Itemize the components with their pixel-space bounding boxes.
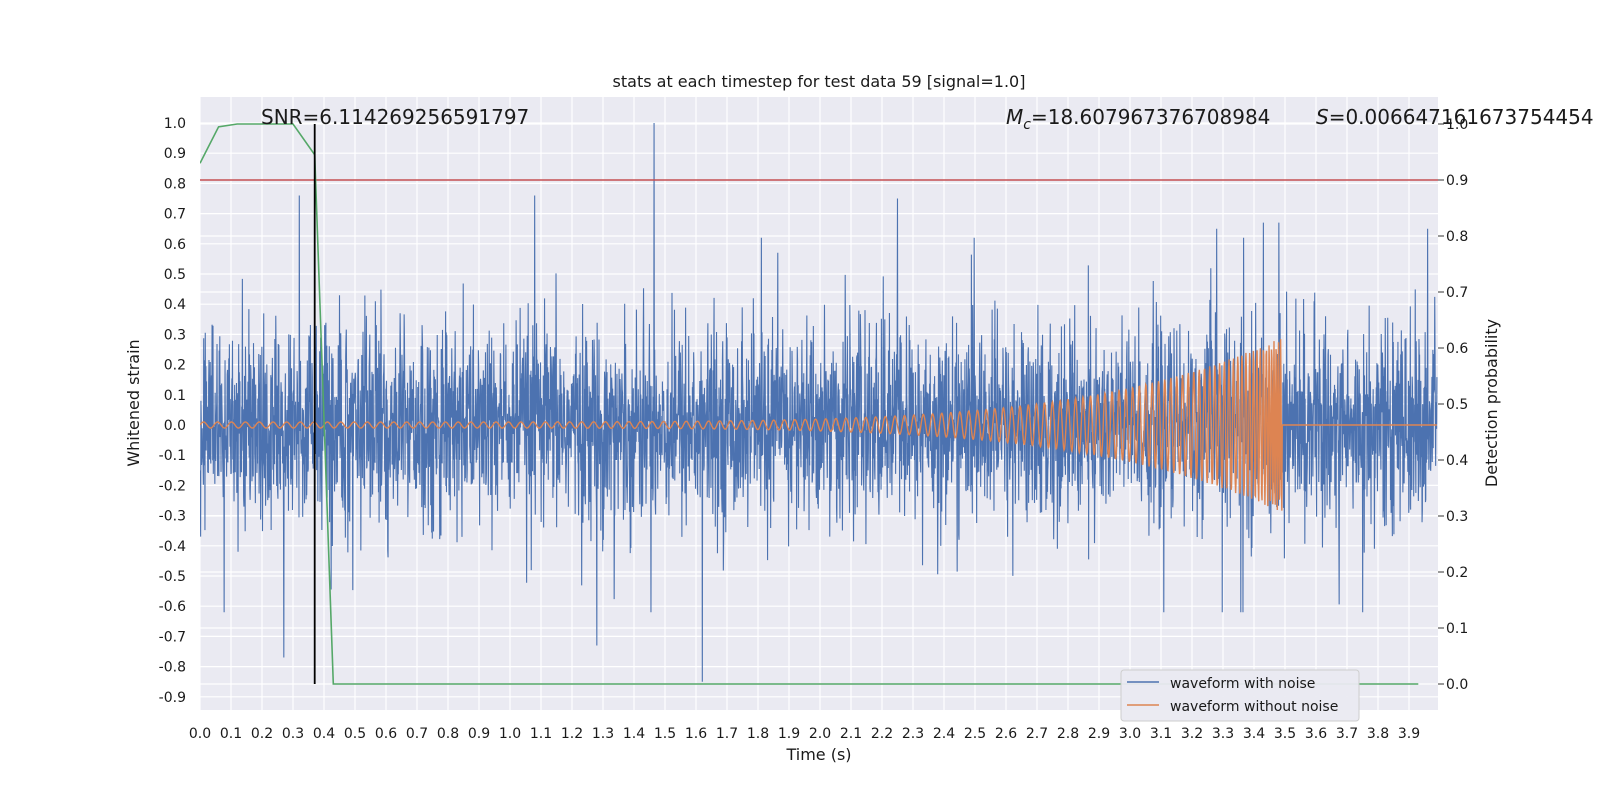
x-tick-label: 1.2 [561, 726, 583, 742]
y-tick-label: 1.0 [164, 116, 186, 132]
y-tick-label: -0.7 [159, 629, 186, 645]
y2-tick-label: 0.3 [1446, 509, 1468, 525]
series-layer [200, 122, 1438, 685]
x-tick-label: 3.0 [1119, 726, 1141, 742]
x-tick-label: 1.5 [654, 726, 676, 742]
y-tick-label: -0.4 [159, 539, 186, 555]
y2-tick-label: 0.7 [1446, 285, 1468, 301]
x-tick-label: 1.9 [778, 726, 800, 742]
x-tick-label: 2.7 [1026, 726, 1048, 742]
x-tick-label: 2.9 [1088, 726, 1110, 742]
x-tick-label: 3.2 [1181, 726, 1203, 742]
x-tick-label: 1.3 [592, 726, 614, 742]
y-tick-label: -0.5 [159, 569, 186, 585]
x-tick-label: 2.1 [840, 726, 862, 742]
y-axis-label: Whitened strain [124, 339, 143, 466]
x-tick-label: 0.9 [468, 726, 490, 742]
y2-axis-label: Detection probability [1482, 319, 1501, 487]
x-tick-label: 2.8 [1057, 726, 1079, 742]
y2-tick-label: 0.5 [1446, 397, 1468, 413]
legend-label-clean: waveform without noise [1170, 699, 1338, 715]
x-tick-label: 1.6 [685, 726, 707, 742]
y-tick-label: -0.6 [159, 599, 186, 615]
y-tick-label: 0.4 [164, 297, 186, 313]
y2-tick-label: 0.2 [1446, 565, 1468, 581]
y-tick-label: 0.0 [164, 418, 186, 434]
legend: waveform with noise waveform without noi… [1120, 669, 1360, 722]
x-tick-label: 0.2 [251, 726, 273, 742]
x-tick-label: 2.5 [964, 726, 986, 742]
y-tick-label: 0.2 [164, 358, 186, 374]
x-tick-label: 0.3 [282, 726, 304, 742]
legend-box [1120, 669, 1360, 722]
y2-tick-label: 0.4 [1446, 453, 1468, 469]
x-tick-label: 2.2 [871, 726, 893, 742]
x-tick-label: 2.6 [995, 726, 1017, 742]
x-tick-label: 3.5 [1274, 726, 1296, 742]
x-tick-label: 0.6 [375, 726, 397, 742]
x-tick-label: 0.4 [313, 726, 335, 742]
chirp-mass-annotation: Mc=18.607967376708984 [1006, 105, 1270, 133]
ticks-layer: 0.0 0.1 0.2 0.3 0.4 0.5 0.6 0.7 0.8 0.9 1.0 1.1 1.2 1… [159, 116, 1469, 742]
x-tick-label: 3.1 [1150, 726, 1172, 742]
chart-title: stats at each timestep for test data 59 … [613, 72, 1026, 91]
y-tick-label: 0.7 [164, 207, 186, 223]
y-tick-label: 0.5 [164, 267, 186, 283]
x-tick-label: 1.4 [623, 726, 645, 742]
y2-tick-label: 0.0 [1446, 677, 1468, 693]
y-tick-label: -0.1 [159, 448, 186, 464]
y-tick-label: -0.8 [159, 660, 186, 676]
x-tick-label: 3.7 [1336, 726, 1358, 742]
y-tick-label: 0.6 [164, 237, 186, 253]
y-tick-label: 0.3 [164, 327, 186, 343]
s-annotation: S=0.006647161673754454 [1316, 105, 1594, 129]
y2-tick-label: 0.8 [1446, 229, 1468, 245]
x-tick-label: 3.4 [1243, 726, 1265, 742]
y2-tick-label: 1.0 [1446, 117, 1468, 133]
x-tick-label: 1.8 [747, 726, 769, 742]
x-tick-label: 2.3 [902, 726, 924, 742]
x-tick-label: 1.7 [716, 726, 738, 742]
y2-tick-label: 0.1 [1446, 621, 1468, 637]
x-tick-label: 2.4 [933, 726, 955, 742]
y2-tick-label: 0.9 [1446, 173, 1468, 189]
x-tick-label: 0.1 [220, 726, 242, 742]
x-tick-label: 0.7 [406, 726, 428, 742]
x-tick-label: 2.0 [809, 726, 831, 742]
x-tick-label: 0.5 [344, 726, 366, 742]
y-tick-label: 0.8 [164, 176, 186, 192]
y-tick-label: -0.2 [159, 478, 186, 494]
x-tick-label: 3.3 [1212, 726, 1234, 742]
series-waveform-without-noise [200, 339, 1437, 511]
x-tick-label: 3.6 [1305, 726, 1327, 742]
x-tick-label: 3.8 [1367, 726, 1389, 742]
series-detection-probability [200, 123, 1419, 685]
x-tick-label: 1.0 [499, 726, 521, 742]
legend-label-noise: waveform with noise [1170, 676, 1315, 692]
x-tick-label: 1.1 [530, 726, 552, 742]
x-tick-label: 3.9 [1398, 726, 1420, 742]
y-tick-label: 0.1 [164, 388, 186, 404]
y-tick-label: -0.9 [159, 690, 186, 706]
snr-annotation: SNR=6.114269256591797 [261, 105, 529, 129]
x-axis-label: Time (s) [785, 745, 851, 764]
x-tick-label: 0.0 [189, 726, 211, 742]
y-tick-label: -0.3 [159, 509, 186, 525]
y-tick-label: 0.9 [164, 146, 186, 162]
y2-tick-label: 0.6 [1446, 341, 1468, 357]
x-tick-label: 0.8 [437, 726, 459, 742]
